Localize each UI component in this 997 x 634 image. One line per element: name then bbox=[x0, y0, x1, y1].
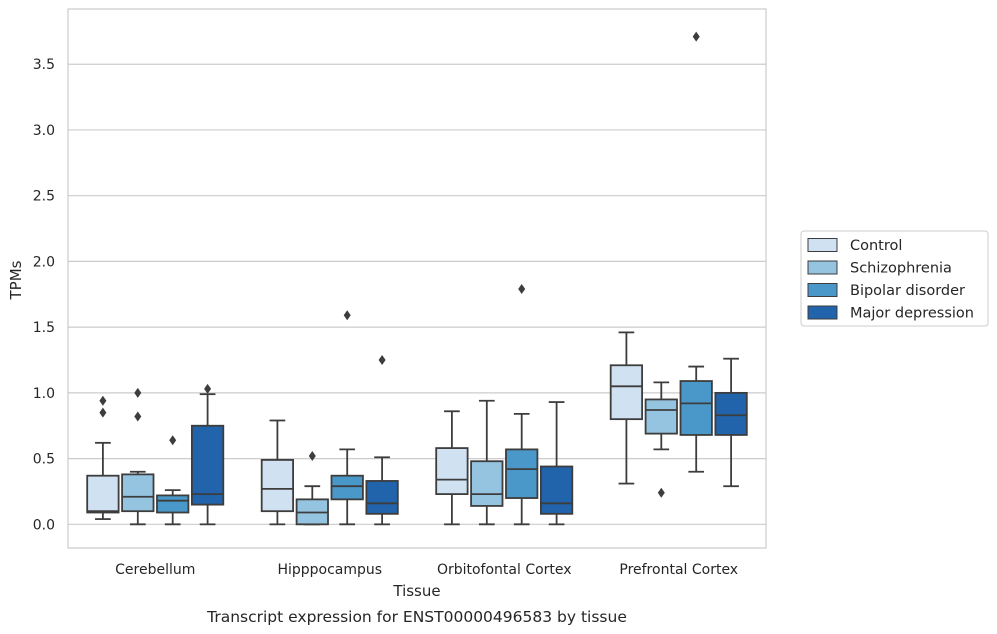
box-body bbox=[260, 459, 295, 513]
box-body bbox=[470, 460, 504, 507]
y-tick-labels: 0.0 0.5 1.0 1.5 2.0 2.5 3.0 3.5 bbox=[33, 57, 55, 533]
box-plot bbox=[295, 450, 329, 526]
box-body bbox=[330, 474, 364, 501]
box-body bbox=[435, 447, 469, 495]
box-plot bbox=[505, 284, 539, 526]
legend-label: Schizophrenia bbox=[850, 261, 952, 277]
box-body bbox=[121, 473, 155, 513]
y-axis-label: TPMs bbox=[7, 260, 25, 300]
box-body bbox=[679, 380, 713, 436]
x-tick-label: Orbitofontal Cortex bbox=[437, 562, 572, 578]
box-body bbox=[156, 494, 190, 514]
box-plot bbox=[470, 399, 504, 526]
outlier-point bbox=[204, 383, 212, 394]
legend: Control Schizophrenia Bipolar disorder Majo… bbox=[800, 230, 989, 327]
y-tick-label: 3.5 bbox=[33, 57, 55, 73]
outlier-point bbox=[99, 395, 107, 406]
figure-caption: Transcript expression for ENST0000049658… bbox=[206, 608, 627, 626]
legend-frame bbox=[800, 230, 989, 327]
legend-swatch bbox=[807, 260, 838, 275]
box-body bbox=[644, 398, 678, 435]
outlier-point bbox=[169, 435, 177, 446]
box-plot bbox=[644, 381, 678, 498]
outlier-point bbox=[692, 31, 700, 42]
x-tick-labels: Cerebellum Hipppocampus Orbitofontal Corte… bbox=[115, 562, 738, 578]
outlier-point bbox=[99, 407, 107, 418]
box-plot bbox=[539, 401, 574, 526]
outlier-point bbox=[378, 355, 386, 366]
box-plot bbox=[330, 310, 364, 526]
outlier-point bbox=[308, 450, 316, 461]
box-plot bbox=[156, 435, 190, 526]
outlier-point bbox=[343, 310, 351, 321]
box-body bbox=[365, 480, 399, 515]
plot-area-border bbox=[67, 8, 767, 549]
legend-label: Control bbox=[850, 238, 902, 254]
x-tick-label: Hipppocampus bbox=[277, 562, 382, 578]
box-plot bbox=[190, 383, 225, 526]
box-plot bbox=[86, 395, 120, 520]
y-tick-label: 0.5 bbox=[33, 452, 55, 468]
box-groups bbox=[86, 31, 748, 526]
box-body bbox=[86, 474, 120, 514]
box-plot bbox=[435, 410, 469, 526]
box-plot bbox=[609, 331, 644, 485]
outlier-point bbox=[657, 487, 665, 498]
x-tick-label: Prefrontal Cortex bbox=[619, 562, 738, 578]
box-plot bbox=[260, 419, 295, 526]
y-tick-label: 3.0 bbox=[33, 123, 55, 139]
y-tick-label: 1.0 bbox=[33, 386, 55, 402]
x-axis-label: Tissue bbox=[392, 582, 440, 600]
y-tick-label: 0.0 bbox=[33, 517, 55, 533]
outlier-point bbox=[134, 387, 142, 398]
box-plot bbox=[121, 387, 155, 526]
box-body bbox=[190, 424, 225, 506]
legend-swatch bbox=[807, 283, 838, 297]
box-body bbox=[609, 364, 644, 421]
box-plot bbox=[365, 355, 399, 526]
legend-swatch bbox=[807, 305, 838, 320]
legend-label: Major depression bbox=[850, 306, 974, 322]
box-body bbox=[539, 465, 574, 515]
x-tick-label: Cerebellum bbox=[115, 562, 195, 578]
box-body bbox=[505, 448, 539, 499]
legend-label: Bipolar disorder bbox=[850, 283, 965, 299]
y-tick-label: 2.5 bbox=[33, 189, 55, 205]
box-plot bbox=[679, 31, 713, 473]
box-body bbox=[714, 391, 748, 436]
outlier-point bbox=[134, 411, 142, 422]
y-tick-label: 1.5 bbox=[33, 320, 55, 336]
gridlines bbox=[68, 63, 766, 525]
box-plot bbox=[714, 357, 748, 488]
outlier-point bbox=[518, 284, 526, 295]
legend-swatch bbox=[807, 238, 838, 252]
y-tick-label: 2.0 bbox=[33, 254, 55, 270]
